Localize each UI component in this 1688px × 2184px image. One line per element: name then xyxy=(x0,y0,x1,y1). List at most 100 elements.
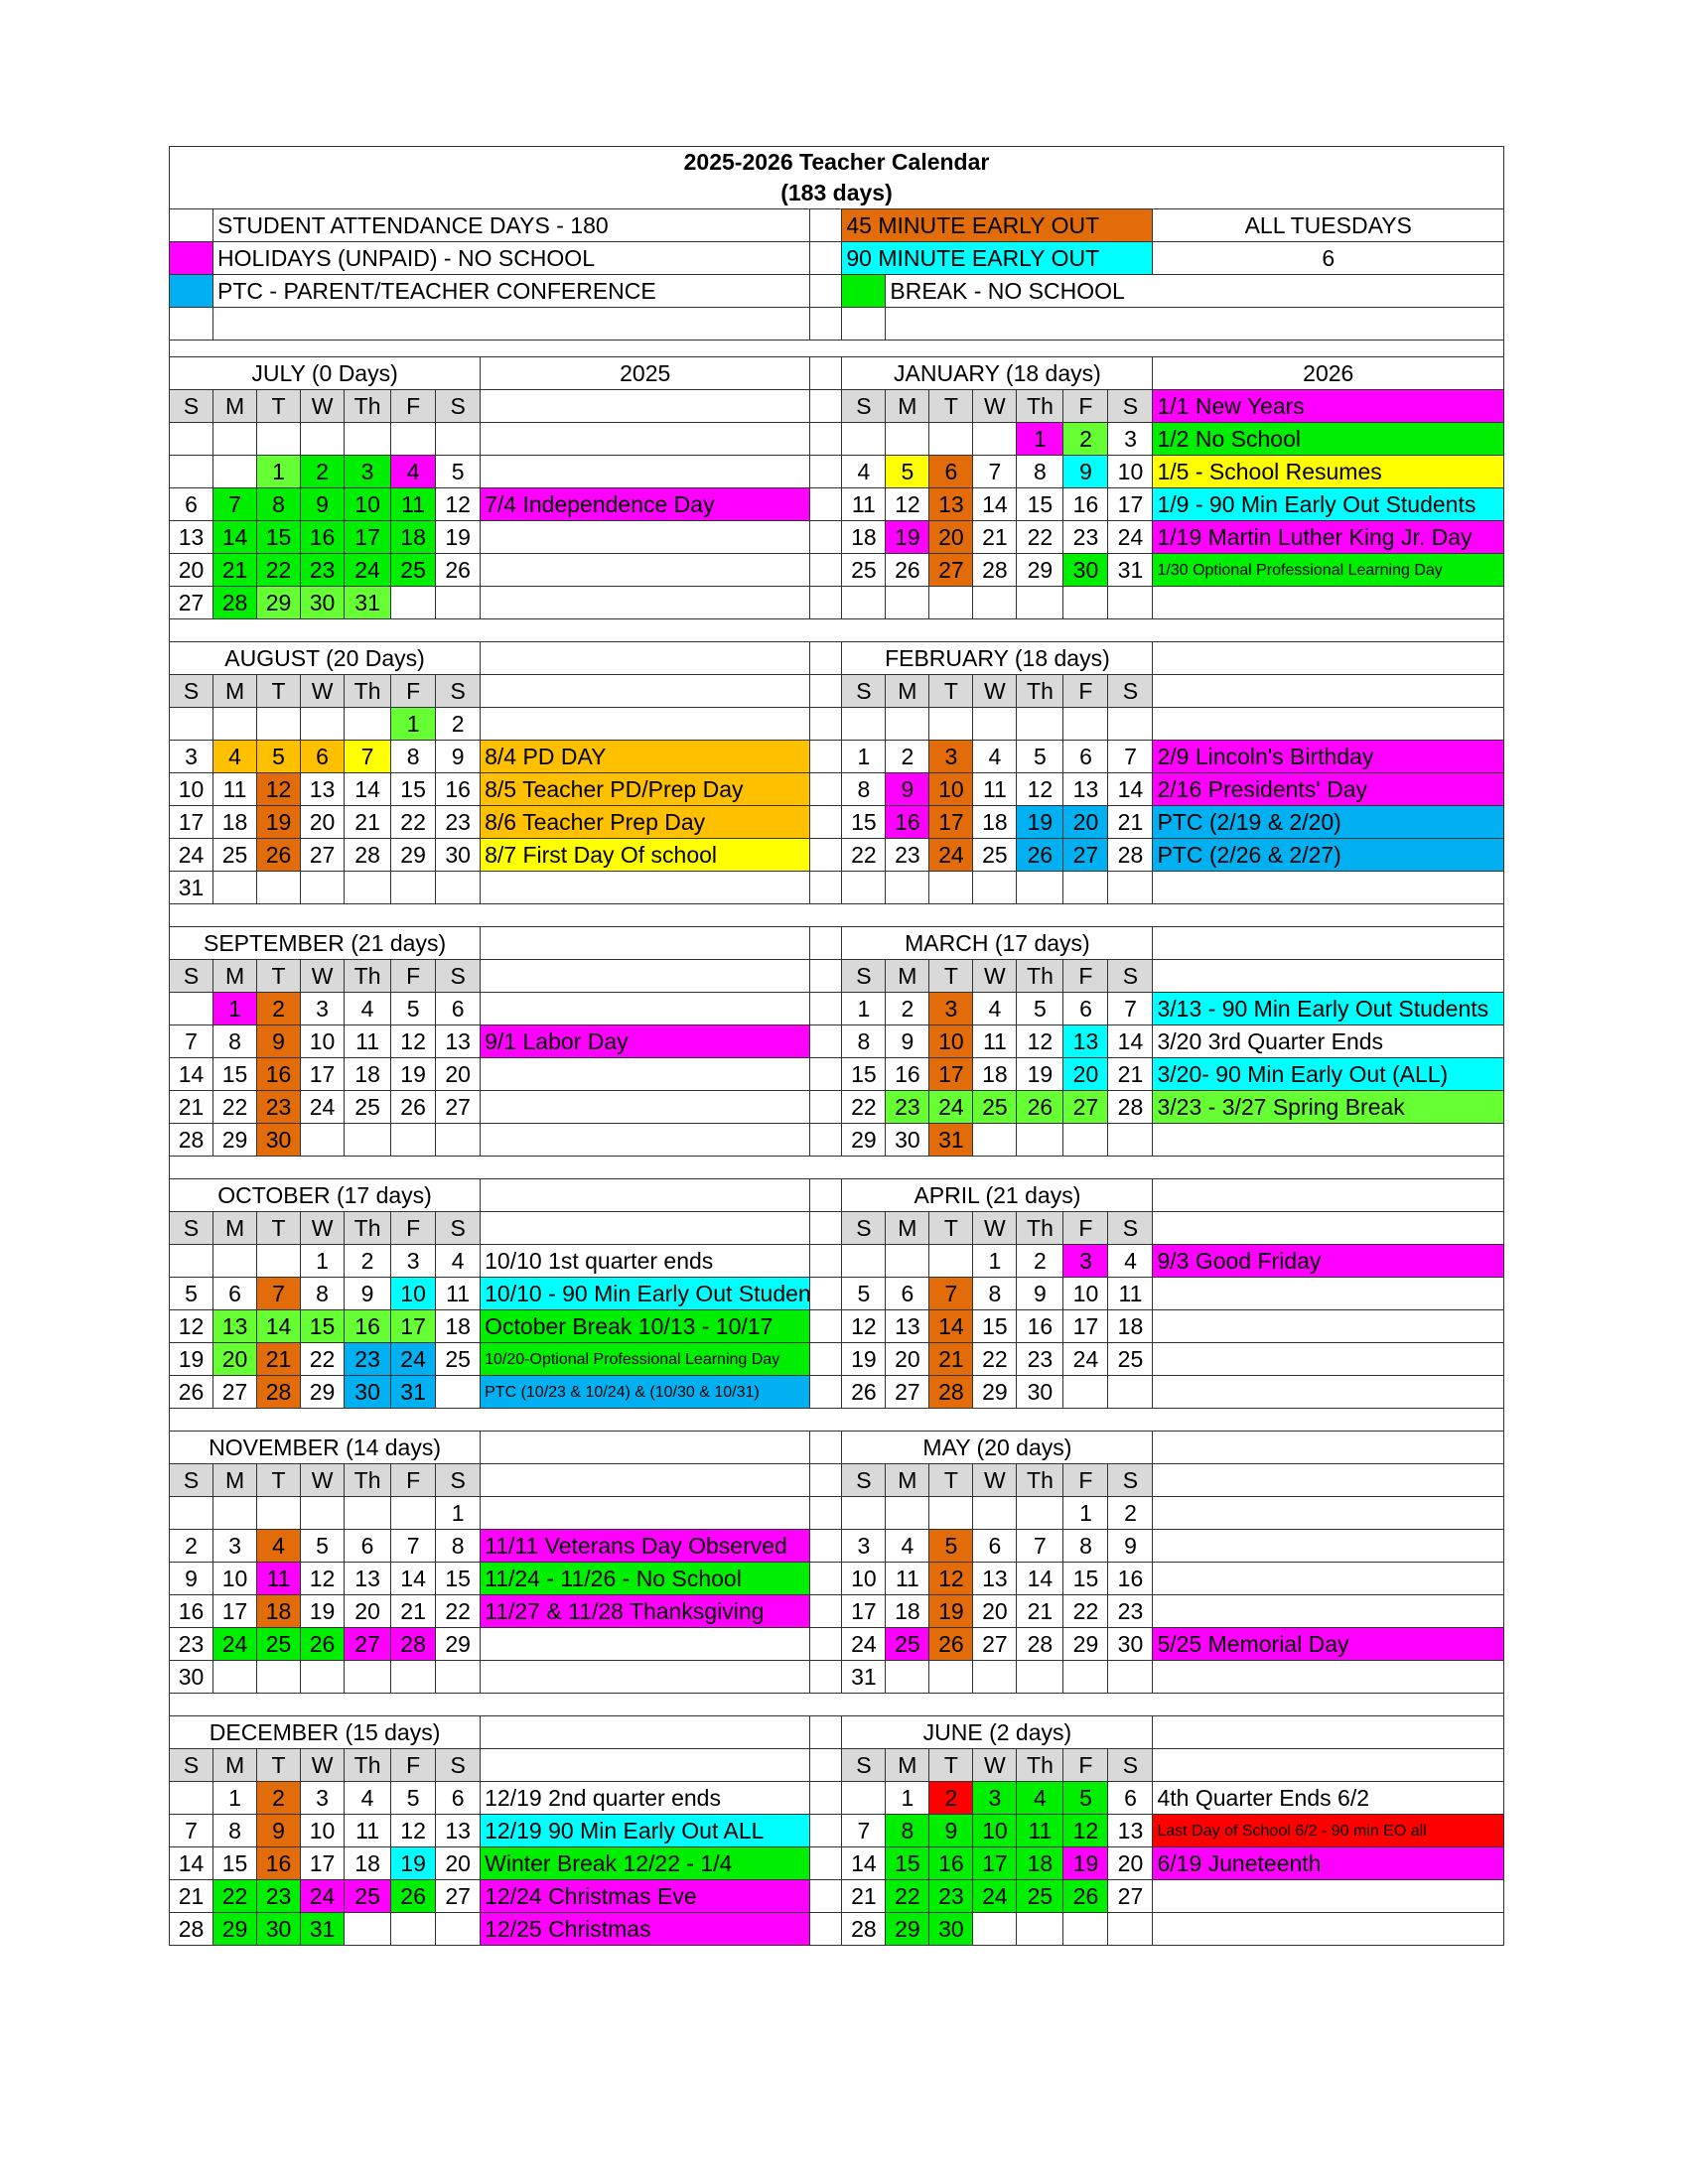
day-cell: 22 xyxy=(256,553,302,587)
day-cell: 2 xyxy=(1016,1244,1064,1278)
day-cell: 16 xyxy=(1062,487,1109,521)
empty-day-cell xyxy=(1062,1912,1109,1946)
event-note-empty xyxy=(1152,1660,1504,1694)
day-cell: 21 xyxy=(928,1342,974,1376)
gap-cell xyxy=(809,389,843,423)
event-note-empty xyxy=(1152,871,1504,904)
day-cell: 23 xyxy=(1016,1342,1064,1376)
empty-day-cell xyxy=(972,1660,1018,1694)
weekday-header: Th xyxy=(1016,1211,1064,1245)
day-cell: 15 xyxy=(212,1846,258,1880)
day-cell: 9 xyxy=(344,1277,392,1310)
day-cell: 26 xyxy=(885,553,930,587)
gap-cell xyxy=(809,1496,843,1530)
empty-day-cell xyxy=(1107,707,1154,741)
event-note-empty xyxy=(480,1090,811,1124)
weekday-header: T xyxy=(256,389,302,423)
day-cell: 18 xyxy=(1016,1846,1064,1880)
day-cell: 28 xyxy=(256,1375,302,1409)
day-cell: 31 xyxy=(390,1375,437,1409)
day-cell: 27 xyxy=(1062,838,1109,872)
weekday-header: T xyxy=(256,1463,302,1497)
week-row: 31 xyxy=(168,871,1504,904)
week-row: 10 11 12 13 14 15 16 8/5 Teacher PD/Prep Day 8 9 1… xyxy=(168,772,1504,806)
empty-day-cell xyxy=(928,707,974,741)
gap-cell xyxy=(809,959,843,993)
empty-day-cell xyxy=(212,1660,258,1694)
separator xyxy=(169,618,1504,642)
weekday-header: S xyxy=(841,1748,887,1782)
day-cell: 19 xyxy=(390,1846,437,1880)
event-note: 11/11 Veterans Day Observed xyxy=(480,1529,811,1563)
day-cell: 8 xyxy=(256,487,302,521)
event-note: 8/6 Teacher Prep Day xyxy=(480,805,811,839)
weekday-header: F xyxy=(390,674,437,708)
weekday-header: W xyxy=(300,389,346,423)
gap-cell xyxy=(809,241,843,275)
weekday-header: T xyxy=(256,1211,302,1245)
empty-day-cell xyxy=(344,1912,392,1946)
gap-cell xyxy=(809,838,843,872)
day-cell: 3 xyxy=(928,992,974,1025)
day-cell: 15 xyxy=(256,520,302,554)
day-cell: 23 xyxy=(344,1342,392,1376)
empty-day-cell xyxy=(841,871,887,904)
day-cell: 6 xyxy=(212,1277,258,1310)
empty-day-cell xyxy=(390,586,437,619)
gap-cell xyxy=(809,772,843,806)
day-cell: 24 xyxy=(928,1090,974,1124)
day-cell: 20 xyxy=(1062,805,1109,839)
day-cell: 20 xyxy=(1062,1057,1109,1091)
day-cell: 15 xyxy=(435,1562,482,1595)
week-row: 19 20 21 22 23 24 25 10/20-Optional Professiona… xyxy=(168,1342,1504,1376)
year-label xyxy=(1152,926,1504,960)
event-note: 3/23 - 3/27 Spring Break xyxy=(1152,1090,1504,1124)
day-cell: 23 xyxy=(885,1090,930,1124)
separator-row xyxy=(169,340,1504,357)
empty-day-cell xyxy=(841,422,887,456)
week-row: 7 8 9 10 11 12 13 12/19 90 Min Early Out ALL 7 8 9… xyxy=(168,1814,1504,1847)
weekday-header: S xyxy=(1107,959,1154,993)
event-note-empty xyxy=(480,1211,811,1245)
empty-day-cell xyxy=(1016,1496,1064,1530)
day-cell: 24 xyxy=(972,1879,1018,1913)
gap-cell xyxy=(809,926,843,960)
day-cell: 8 xyxy=(212,1024,258,1058)
weekday-header: M xyxy=(885,389,930,423)
day-cell: 2 xyxy=(885,740,930,773)
day-cell: 22 xyxy=(1062,1594,1109,1628)
day-cell: 12 xyxy=(841,1309,887,1343)
day-cell: 24 xyxy=(300,1090,346,1124)
day-cell: 30 xyxy=(928,1912,974,1946)
day-cell: 22 xyxy=(885,1879,930,1913)
empty-day-cell xyxy=(1016,1660,1064,1694)
empty-day-cell xyxy=(841,1781,887,1815)
weekday-header: T xyxy=(928,959,974,993)
day-cell: 28 xyxy=(1107,1090,1154,1124)
weekday-header: F xyxy=(390,1748,437,1782)
day-cell: 2 xyxy=(1062,422,1109,456)
day-cell: 16 xyxy=(435,772,482,806)
day-cell: 12 xyxy=(885,487,930,521)
empty-day-cell xyxy=(972,871,1018,904)
day-cell: 29 xyxy=(885,1912,930,1946)
day-cell: 25 xyxy=(1016,1879,1064,1913)
weekday-header: S xyxy=(168,674,214,708)
day-cell: 21 xyxy=(841,1879,887,1913)
weekday-header: S xyxy=(1107,1748,1154,1782)
day-cell: 16 xyxy=(885,805,930,839)
day-cell: 2 xyxy=(300,455,346,488)
day-cell: 9 xyxy=(256,1814,302,1847)
weekday-header: W xyxy=(972,1748,1018,1782)
day-cell: 21 xyxy=(344,805,392,839)
empty-day-cell xyxy=(1062,586,1109,619)
month-title: APRIL (21 days) xyxy=(841,1178,1154,1212)
gap-cell xyxy=(809,520,843,554)
separator xyxy=(169,1408,1504,1432)
event-note-empty xyxy=(1152,1342,1504,1376)
day-cell: 12 xyxy=(390,1814,437,1847)
empty-day-cell xyxy=(841,707,887,741)
day-cell: 10 xyxy=(1107,455,1154,488)
month-title-row: SEPTEMBER (21 days) MARCH (17 days) xyxy=(168,926,1504,960)
